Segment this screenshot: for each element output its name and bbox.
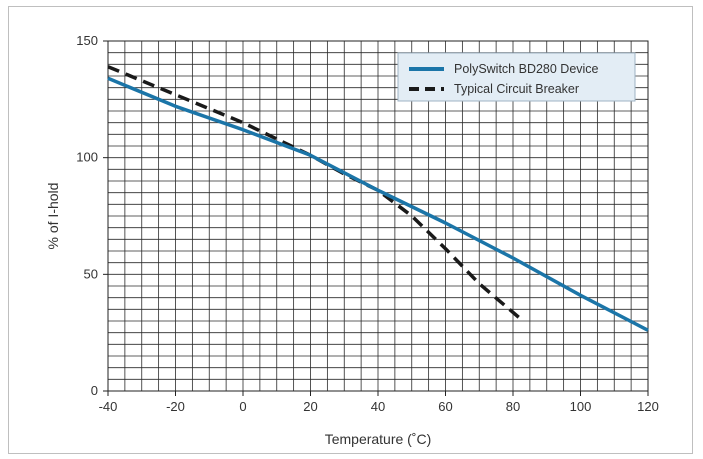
x-tick-label: 100	[570, 399, 592, 414]
x-tick-label: 60	[438, 399, 452, 414]
legend-box	[397, 52, 636, 102]
x-tick-label: 0	[239, 399, 246, 414]
series-lines	[107, 65, 649, 332]
x-tick-label: 40	[371, 399, 385, 414]
x-tick-label: 20	[303, 399, 317, 414]
series-line-circuit-breaker	[107, 65, 525, 323]
x-axis-title: Temperature (˚C)	[325, 431, 432, 447]
y-tick-label: 0	[91, 383, 98, 398]
x-tick-label: -20	[166, 399, 185, 414]
legend-label-circuit-breaker: Typical Circuit Breaker	[454, 82, 579, 96]
x-tick-label: -40	[99, 399, 118, 414]
series-line-polyswitch	[107, 76, 649, 332]
y-axis-tick-labels: 0 50 100 150	[76, 33, 108, 398]
y-axis-title: % of I-hold	[45, 183, 61, 250]
y-tick-label: 50	[84, 266, 98, 281]
x-tick-label: 120	[637, 399, 659, 414]
x-tick-label: 80	[506, 399, 520, 414]
y-tick-label: 100	[76, 150, 98, 165]
legend-label-polyswitch: PolySwitch BD280 Device	[454, 62, 599, 76]
x-axis-tick-labels: -40 -20 0 20 40 60 80 100 120	[99, 391, 659, 414]
y-tick-label: 150	[76, 33, 98, 48]
legend: PolySwitch BD280 Device Typical Circuit …	[397, 52, 636, 102]
